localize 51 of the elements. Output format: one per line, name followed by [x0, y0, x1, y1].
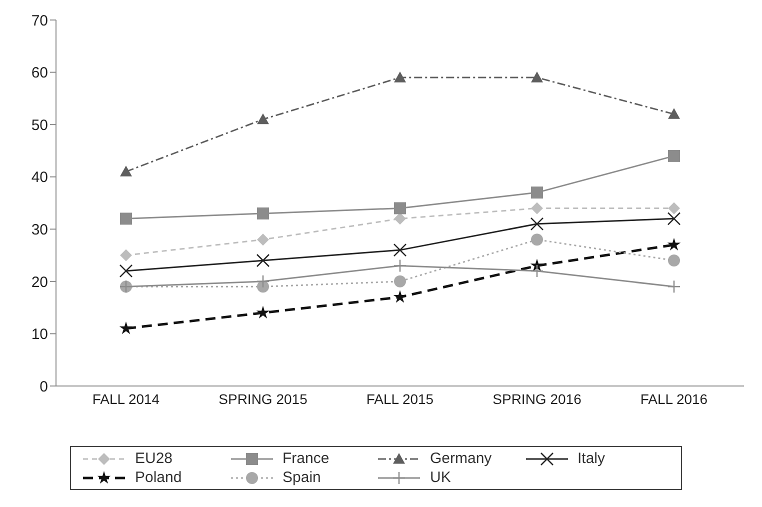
point — [668, 108, 680, 119]
y-tick-label: 70 — [31, 12, 48, 30]
x-tick-label: SPRING 2016 — [492, 390, 582, 407]
point — [257, 234, 269, 246]
point — [668, 202, 680, 214]
point — [394, 212, 406, 225]
point — [394, 72, 406, 82]
point — [531, 186, 543, 199]
point — [667, 238, 681, 250]
point — [531, 202, 543, 214]
point — [256, 254, 270, 268]
x-tick-label: SPRING 2015 — [218, 390, 308, 407]
point — [668, 150, 680, 162]
legend-label: Spain — [282, 469, 321, 486]
legend-label: France — [282, 450, 330, 467]
y-tick-label: 30 — [31, 221, 48, 238]
point — [120, 212, 132, 225]
point — [256, 274, 270, 288]
y-tick-label: 10 — [31, 326, 48, 344]
point — [667, 280, 681, 294]
point — [667, 212, 681, 226]
point — [394, 275, 406, 288]
point — [119, 321, 133, 334]
point — [257, 113, 269, 124]
x-tick-label: FALL 2015 — [366, 390, 434, 407]
point — [393, 243, 407, 257]
y-tick-label: 40 — [31, 169, 48, 186]
y-tick-label: 0 — [40, 378, 48, 396]
point — [668, 254, 680, 267]
point — [394, 202, 406, 214]
point — [120, 166, 132, 176]
point — [531, 72, 543, 82]
point — [120, 249, 132, 262]
legend-label: UK — [430, 469, 451, 486]
point — [531, 234, 543, 246]
legend-label: Poland — [135, 469, 182, 486]
y-tick-label: 60 — [31, 64, 48, 82]
x-tick-label: FALL 2016 — [640, 390, 708, 407]
point — [393, 290, 407, 303]
point — [393, 259, 407, 272]
point — [256, 306, 270, 318]
point — [257, 207, 269, 220]
x-tick-label: FALL 2014 — [92, 390, 160, 407]
point — [530, 217, 544, 231]
legend-label: Italy — [578, 450, 606, 467]
point — [530, 264, 544, 278]
legend-label: Germany — [430, 450, 492, 467]
y-tick-label: 20 — [31, 274, 48, 291]
point — [119, 264, 133, 278]
legend-label: EU28 — [135, 450, 173, 467]
y-tick-label: 50 — [31, 116, 48, 134]
